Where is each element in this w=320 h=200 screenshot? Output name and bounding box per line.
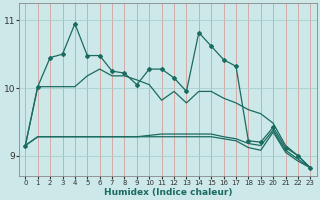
X-axis label: Humidex (Indice chaleur): Humidex (Indice chaleur): [104, 188, 232, 197]
